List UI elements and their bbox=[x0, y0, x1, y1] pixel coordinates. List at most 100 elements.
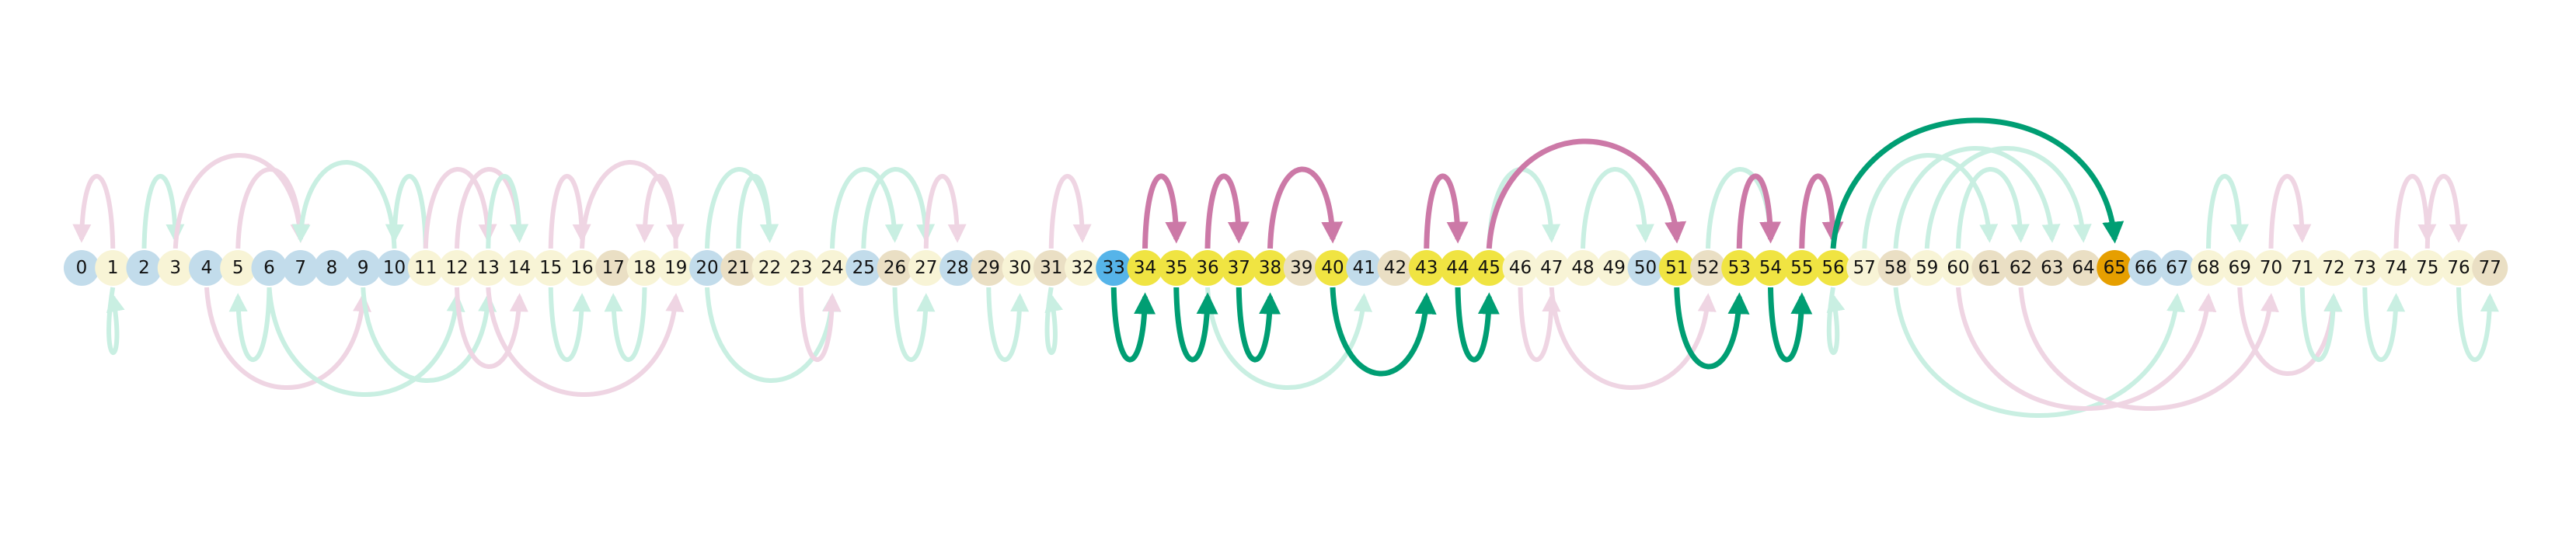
square-label-46: 46 bbox=[1509, 258, 1532, 278]
snake-edge-3-to-7 bbox=[173, 153, 309, 249]
square-circle-60 bbox=[1940, 250, 1976, 286]
square-label-31: 31 bbox=[1040, 258, 1062, 278]
snake-edge-43-to-44 bbox=[1424, 173, 1469, 249]
square-circle-41 bbox=[1346, 250, 1382, 286]
square-55: 55 bbox=[1783, 250, 1820, 286]
square-77: 77 bbox=[2472, 250, 2508, 286]
snake-edge-53-to-54 bbox=[1736, 173, 1782, 249]
square-19: 19 bbox=[657, 250, 694, 286]
snake-edge-27-to-28 bbox=[923, 174, 967, 249]
ladder-edge-21-to-22 bbox=[736, 174, 779, 249]
square-label-37: 37 bbox=[1228, 258, 1250, 278]
square-20: 20 bbox=[689, 250, 725, 286]
square-circle-62 bbox=[2003, 250, 2039, 286]
square-label-21: 21 bbox=[727, 258, 750, 278]
square-label-68: 68 bbox=[2197, 258, 2219, 278]
square-7: 7 bbox=[282, 250, 319, 286]
square-circle-72 bbox=[2316, 250, 2351, 286]
square-label-42: 42 bbox=[1384, 258, 1407, 278]
square-circle-21 bbox=[720, 250, 757, 286]
snake-edge-46-to-47 bbox=[1518, 287, 1561, 362]
ladder-edge-33-to-34 bbox=[1110, 287, 1156, 363]
square-label-48: 48 bbox=[1571, 258, 1594, 278]
square-circle-6 bbox=[251, 250, 288, 286]
square-2: 2 bbox=[126, 250, 162, 286]
square-label-1: 1 bbox=[107, 258, 119, 278]
square-67: 67 bbox=[2159, 250, 2195, 286]
snake-edge-5-to-7 bbox=[235, 167, 310, 249]
square-circle-48 bbox=[1565, 250, 1601, 286]
square-circle-76 bbox=[2441, 250, 2477, 286]
square-label-24: 24 bbox=[821, 258, 843, 278]
square-circle-53 bbox=[1721, 250, 1758, 286]
ladder-edge-76-to-77 bbox=[2456, 287, 2499, 362]
square-label-75: 75 bbox=[2416, 258, 2438, 278]
ladder-edge-31-to-31 bbox=[1044, 287, 1064, 355]
square-17: 17 bbox=[595, 250, 632, 286]
square-label-3: 3 bbox=[169, 258, 181, 278]
square-label-4: 4 bbox=[201, 258, 213, 278]
snake-edge-75-to-76 bbox=[2424, 174, 2468, 249]
square-label-41: 41 bbox=[1353, 258, 1375, 278]
square-circle-65 bbox=[2097, 250, 2133, 286]
square-65: 65 bbox=[2097, 250, 2133, 286]
square-label-43: 43 bbox=[1415, 258, 1438, 278]
square-circle-12 bbox=[439, 250, 475, 286]
square-circle-15 bbox=[532, 250, 569, 286]
square-49: 49 bbox=[1596, 250, 1633, 286]
square-13: 13 bbox=[470, 250, 507, 286]
square-circle-26 bbox=[877, 250, 913, 286]
square-circle-37 bbox=[1221, 250, 1257, 286]
square-69: 69 bbox=[2222, 250, 2258, 286]
square-circle-30 bbox=[1002, 250, 1038, 286]
square-39: 39 bbox=[1283, 250, 1319, 286]
square-label-61: 61 bbox=[1978, 258, 2001, 278]
square-label-74: 74 bbox=[2385, 258, 2407, 278]
snake-edge-45-to-51 bbox=[1486, 138, 1687, 249]
ladder-edge-35-to-36 bbox=[1173, 287, 1218, 363]
square-4: 4 bbox=[189, 250, 225, 286]
square-circle-19 bbox=[657, 250, 694, 286]
square-circle-9 bbox=[345, 250, 382, 286]
square-37: 37 bbox=[1221, 250, 1257, 286]
square-66: 66 bbox=[2128, 250, 2164, 286]
square-circle-27 bbox=[908, 250, 944, 286]
square-18: 18 bbox=[626, 250, 663, 286]
square-22: 22 bbox=[751, 250, 788, 286]
square-25: 25 bbox=[845, 250, 882, 286]
square-27: 27 bbox=[908, 250, 944, 286]
square-21: 21 bbox=[720, 250, 757, 286]
square-circle-63 bbox=[2034, 250, 2070, 286]
square-53: 53 bbox=[1721, 250, 1758, 286]
square-label-10: 10 bbox=[383, 258, 406, 278]
square-64: 64 bbox=[2065, 250, 2101, 286]
square-label-40: 40 bbox=[1321, 258, 1344, 278]
ladder-edge-18-to-17 bbox=[604, 287, 647, 362]
ladder-edge-37-to-38 bbox=[1236, 287, 1281, 363]
square-circle-43 bbox=[1408, 250, 1445, 286]
square-35: 35 bbox=[1158, 250, 1194, 286]
snake-edge-47-to-52 bbox=[1549, 287, 1717, 390]
square-label-27: 27 bbox=[915, 258, 937, 278]
square-label-65: 65 bbox=[2104, 258, 2126, 278]
square-label-50: 50 bbox=[1634, 258, 1657, 278]
square-label-57: 57 bbox=[1853, 258, 1876, 278]
square-circle-68 bbox=[2191, 250, 2226, 286]
square-36: 36 bbox=[1190, 250, 1225, 286]
square-circle-47 bbox=[1533, 250, 1570, 286]
ladder-edge-9-to-13 bbox=[361, 287, 497, 383]
square-circle-14 bbox=[501, 250, 538, 286]
snake-edge-74-to-75 bbox=[2393, 174, 2437, 249]
square-label-69: 69 bbox=[2229, 258, 2251, 278]
square-circle-29 bbox=[971, 250, 1007, 286]
square-label-8: 8 bbox=[326, 258, 338, 278]
square-3: 3 bbox=[157, 250, 193, 286]
square-circle-77 bbox=[2472, 250, 2508, 286]
ladder-edge-11-to-10 bbox=[385, 174, 428, 249]
square-circle-33 bbox=[1096, 250, 1132, 286]
ladder-edge-2-to-3 bbox=[141, 174, 185, 249]
square-label-19: 19 bbox=[664, 258, 687, 278]
square-circle-50 bbox=[1627, 250, 1664, 286]
square-circle-32 bbox=[1065, 250, 1100, 286]
